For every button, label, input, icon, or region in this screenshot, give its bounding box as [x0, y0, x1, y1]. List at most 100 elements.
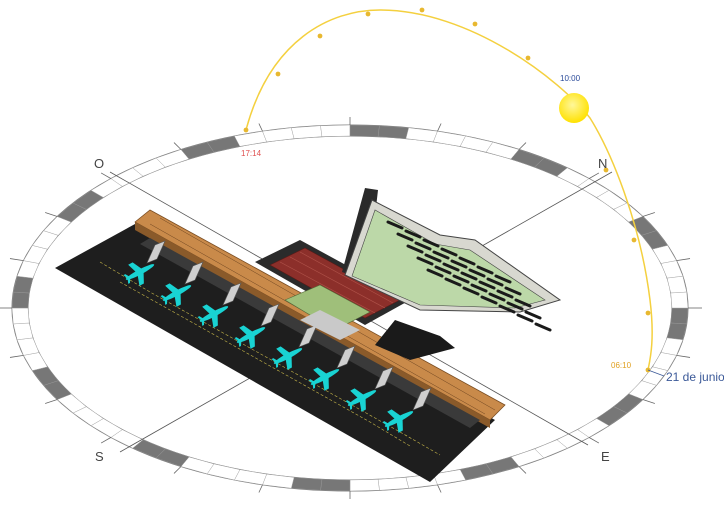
ring-segment [262, 473, 295, 489]
aircraft [197, 304, 229, 328]
ring-tick [588, 437, 600, 444]
ring-segment [349, 479, 380, 492]
aircraft [271, 346, 303, 370]
compass-north-label: N [598, 156, 608, 171]
ring-tick [676, 354, 691, 358]
aircraft [160, 283, 192, 307]
canopy-stripe [462, 286, 480, 296]
jet-bridge [374, 366, 394, 390]
canopy-stripe [468, 268, 486, 278]
canopy-stripe [488, 292, 506, 302]
aircraft [345, 388, 377, 412]
jet-bridge [336, 345, 356, 369]
canopy-stripe [534, 322, 552, 332]
ring-tick [100, 437, 112, 444]
canopy-stripe [480, 295, 498, 305]
canopy-stripe [496, 289, 514, 299]
sunrise-time-label: 06:10 [611, 361, 632, 370]
ring-segment [405, 127, 438, 143]
compass-ring-segments [11, 124, 689, 492]
canopy-stripe [504, 286, 522, 296]
canopy-stripe [494, 274, 512, 284]
ring-segment [16, 337, 40, 356]
ring-tick [642, 399, 655, 404]
canopy-stripe [524, 310, 542, 320]
ring-tick [676, 258, 691, 262]
ring-tick [258, 123, 263, 132]
ring-segment [660, 337, 684, 356]
ring-segment [652, 245, 677, 264]
canopy-stripe [514, 298, 532, 308]
canopy-stripe [440, 247, 458, 257]
jet-bridges [146, 240, 432, 411]
canopy-stripe [432, 250, 450, 260]
canopy-stripe [444, 277, 462, 287]
sunset-time-label: 17:14 [241, 149, 262, 158]
canopy-stripe [452, 274, 470, 284]
ring-segment [670, 291, 689, 309]
ring-tick [173, 466, 182, 474]
jet-bridge [222, 282, 242, 306]
ring-segment [670, 307, 689, 325]
canopy-stripe [450, 259, 468, 269]
canopy-stripe [458, 256, 476, 266]
ring-segment [349, 124, 380, 137]
jet-bridge [260, 303, 280, 327]
ring-segment [459, 463, 494, 481]
compass-south-label: S [95, 449, 104, 464]
ring-segment [234, 131, 267, 147]
ring-segment [11, 291, 30, 309]
canopy-stripe [460, 271, 478, 281]
ring-tick [437, 123, 442, 132]
hall-plinth [375, 320, 455, 360]
ring-tick [45, 212, 58, 217]
jet-bridge [146, 240, 166, 264]
canopy-stripe [476, 265, 494, 275]
canopy-stripe [516, 313, 534, 323]
sun-path-arc [245, 9, 653, 371]
ring-segment [377, 125, 409, 139]
date-leader-line [647, 369, 665, 377]
ring-segment [377, 477, 409, 491]
ring-segment [291, 125, 323, 139]
ring-tick [437, 484, 442, 493]
ring-tick [588, 172, 600, 179]
canopy-stripe [442, 262, 460, 272]
aircraft [234, 325, 266, 349]
canopy-stripe [506, 301, 524, 311]
ring-tick [173, 142, 182, 150]
ring-segment [206, 135, 241, 153]
ring-segment [433, 131, 466, 147]
parking-canopy [342, 188, 562, 332]
ring-segment [320, 479, 351, 492]
jet-bridge [412, 387, 432, 411]
ring-tick [45, 399, 58, 404]
canopy-stripe [414, 241, 432, 251]
canopy-stripe [478, 280, 496, 290]
compass-ring-ticks [0, 117, 702, 499]
sun-time-label: 10:00 [560, 74, 581, 83]
date-label: 21 de junio [666, 370, 724, 384]
canopy-stripe [422, 238, 440, 248]
ring-segment [660, 260, 684, 279]
compass-ring [0, 117, 702, 499]
canopy-stripe [416, 256, 434, 266]
aircraft [382, 409, 414, 433]
canopy-stripe [396, 232, 414, 242]
canopy-stripe [426, 268, 444, 278]
canopy-stripe [424, 253, 442, 263]
ring-tick [258, 484, 263, 493]
sun-path-hour-markers [243, 7, 651, 373]
canopy-stripe [386, 220, 404, 230]
sun-icon [559, 93, 589, 123]
canopy-stripe [498, 304, 516, 314]
ring-tick [642, 212, 655, 217]
aircraft [123, 262, 155, 286]
terminal-hall [255, 240, 410, 340]
compass-east-label: E [601, 449, 610, 464]
ring-segment [16, 260, 40, 279]
ring-tick [9, 354, 24, 358]
ring-tick [100, 172, 112, 179]
ring-segment [291, 477, 323, 491]
